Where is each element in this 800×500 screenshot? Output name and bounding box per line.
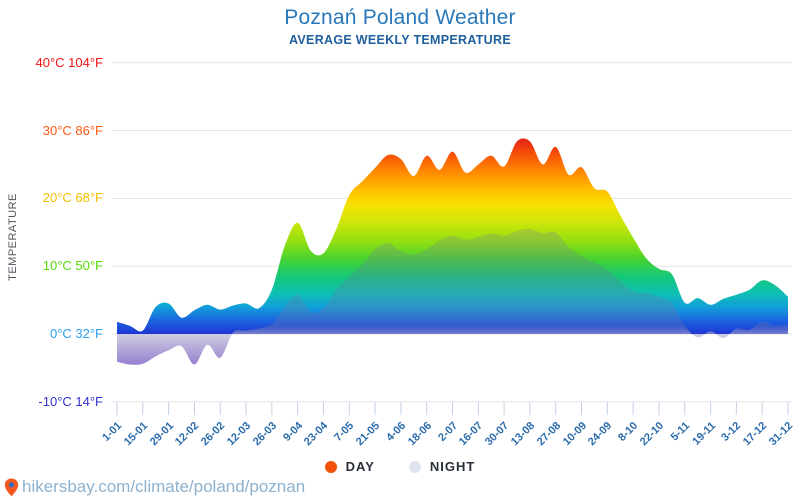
y-tick-label: -10°C 14°F	[38, 393, 103, 409]
y-tick-label: 0°C 32°F	[49, 326, 103, 341]
legend-item-day[interactable]: DAY	[324, 459, 375, 474]
y-tick-label: 40°C 104°F	[35, 54, 104, 70]
footer-link[interactable]: hikersbay.com/climate/poland/poznan	[22, 477, 306, 496]
y-tick-label: 30°C 86°F	[42, 122, 103, 138]
night-series-swatch-icon	[408, 460, 421, 473]
y-tick-label: 10°C 50°F	[42, 258, 103, 274]
footer-attribution: hikersbay.com/climate/poland/poznan	[4, 477, 305, 497]
chart-subtitle: AVERAGE WEEKLY TEMPERATURE	[289, 33, 511, 47]
day-series-swatch-icon	[324, 460, 337, 473]
page-title: Poznań Poland Weather	[284, 6, 516, 29]
legend-label-night: NIGHT	[429, 459, 476, 474]
y-tick-label: 20°C 68°F	[42, 190, 103, 206]
legend-label-day: DAY	[345, 459, 375, 474]
night-temperature-area[interactable]	[117, 228, 788, 365]
legend-item-night[interactable]: NIGHT	[408, 459, 476, 474]
location-pin-icon	[4, 478, 19, 496]
chart-legend: DAY NIGHT	[0, 459, 800, 474]
